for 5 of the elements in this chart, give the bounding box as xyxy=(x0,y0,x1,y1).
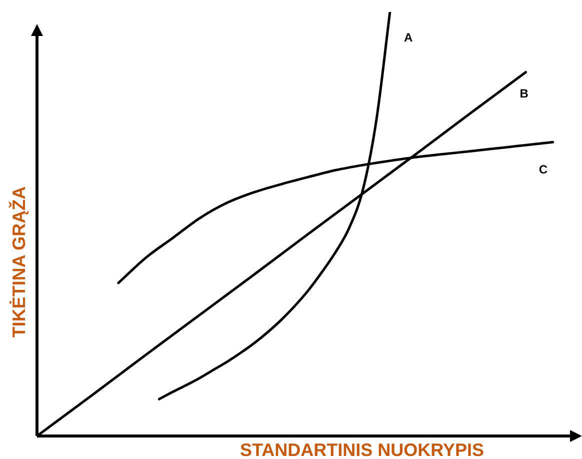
x-axis-title: STANDARTINIS NUOKRYPIS xyxy=(240,440,484,459)
y-axis-title: TIKĖTINA GRĄŽA xyxy=(8,186,29,338)
series-label: C xyxy=(538,162,548,176)
series-label: A xyxy=(404,30,413,44)
series-label: B xyxy=(520,86,529,101)
